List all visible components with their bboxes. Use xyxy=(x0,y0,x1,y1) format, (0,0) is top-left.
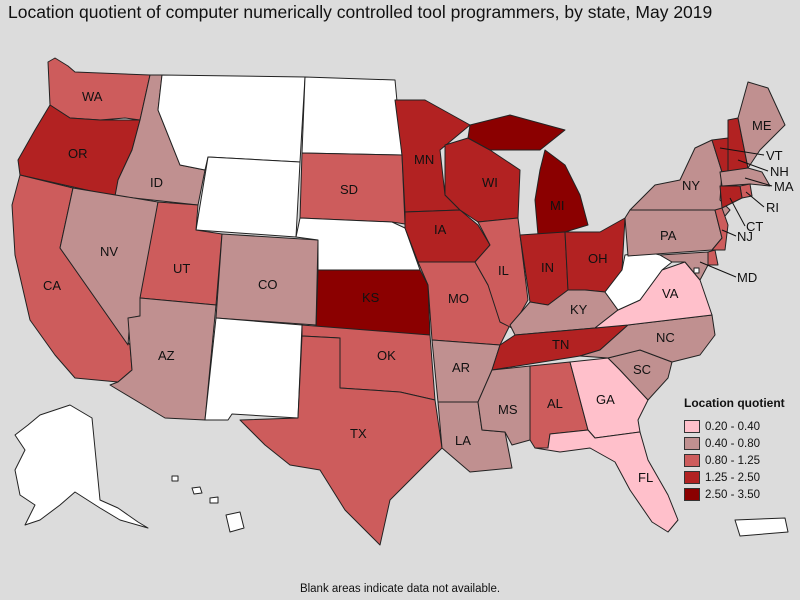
state-label-ar: AR xyxy=(452,360,470,375)
state-sd[interactable] xyxy=(299,152,406,225)
leader-line-vt xyxy=(719,147,765,156)
state-label-tx: TX xyxy=(350,426,367,441)
legend-item-0: 0.20 - 0.40 xyxy=(684,418,796,435)
state-label-sc: SC xyxy=(633,362,651,377)
legend-label: 0.20 - 0.40 xyxy=(705,420,760,433)
state-label-ms: MS xyxy=(498,402,518,417)
state-label-va: VA xyxy=(662,286,679,301)
state-label-nh: NH xyxy=(770,164,789,179)
state-label-il: IL xyxy=(498,263,509,278)
state-label-wa: WA xyxy=(82,89,103,104)
state-label-id: ID xyxy=(150,175,163,190)
state-label-ct: CT xyxy=(746,219,763,234)
state-dc[interactable] xyxy=(693,267,700,274)
legend-item-4: 2.50 - 3.50 xyxy=(684,486,796,503)
state-nd[interactable] xyxy=(301,76,403,156)
map-title: Location quotient of computer numericall… xyxy=(8,2,713,22)
leader-line-nj xyxy=(721,229,737,237)
state-label-ny: NY xyxy=(682,178,700,193)
legend-item-2: 0.80 - 1.25 xyxy=(684,452,796,469)
state-pr[interactable] xyxy=(734,517,789,537)
leader-line-nh xyxy=(737,159,769,172)
footnote: Blank areas indicate data not available. xyxy=(299,583,501,595)
state-label-fl: FL xyxy=(638,470,653,485)
state-label-ia: IA xyxy=(434,222,447,237)
state-label-pa: PA xyxy=(660,228,677,243)
state-de[interactable] xyxy=(707,249,719,266)
state-label-or: OR xyxy=(68,146,88,161)
state-label-mn: MN xyxy=(414,152,434,167)
state-label-ga: GA xyxy=(596,392,615,407)
legend-swatch xyxy=(684,437,700,450)
state-mt[interactable] xyxy=(157,74,306,171)
leader-line-ct xyxy=(729,197,746,227)
leader-line-ri xyxy=(745,191,765,208)
state-label-tn: TN xyxy=(552,337,569,352)
state-label-ky: KY xyxy=(570,302,588,317)
legend-label: 1.25 - 2.50 xyxy=(705,471,760,484)
state-label-mi: MI xyxy=(550,198,564,213)
state-ct[interactable] xyxy=(719,185,743,209)
state-label-ca: CA xyxy=(43,278,61,293)
state-label-ut: UT xyxy=(173,261,190,276)
leader-line-ma xyxy=(744,177,773,187)
state-label-in: IN xyxy=(541,260,554,275)
legend-swatch xyxy=(684,454,700,467)
map-legend: Location quotient 0.20 - 0.40 0.40 - 0.8… xyxy=(684,396,796,503)
state-label-vt: VT xyxy=(766,148,783,163)
state-ak[interactable] xyxy=(14,404,149,529)
state-label-sd: SD xyxy=(340,182,358,197)
state-label-ok: OK xyxy=(377,348,396,363)
legend-swatch xyxy=(684,420,700,433)
state-label-nc: NC xyxy=(656,330,675,345)
state-label-mo: MO xyxy=(448,291,469,306)
legend-label: 0.80 - 1.25 xyxy=(705,454,760,467)
state-hi[interactable] xyxy=(171,475,245,533)
leader-line-md xyxy=(699,261,737,278)
state-nm[interactable] xyxy=(204,317,303,421)
legend-item-1: 0.40 - 0.80 xyxy=(684,435,796,452)
state-label-me: ME xyxy=(752,118,772,133)
state-label-wi: WI xyxy=(482,175,498,190)
state-ks[interactable] xyxy=(315,269,431,336)
legend-item-3: 1.25 - 2.50 xyxy=(684,469,796,486)
state-label-az: AZ xyxy=(158,348,175,363)
legend-swatch xyxy=(684,488,700,501)
legend-swatch xyxy=(684,471,700,484)
state-label-al: AL xyxy=(547,396,563,411)
state-label-ks: KS xyxy=(362,290,380,305)
state-label-ri: RI xyxy=(766,200,779,215)
state-fl[interactable] xyxy=(534,429,679,533)
state-label-md: MD xyxy=(737,270,757,285)
state-label-co: CO xyxy=(258,277,278,292)
legend-title: Location quotient xyxy=(684,396,785,410)
state-label-la: LA xyxy=(455,433,471,448)
state-nj[interactable] xyxy=(711,207,729,251)
state-label-nj: NJ xyxy=(737,229,753,244)
legend-label: 0.40 - 0.80 xyxy=(705,437,760,450)
state-tx[interactable] xyxy=(239,335,443,546)
state-label-oh: OH xyxy=(588,251,608,266)
state-label-nv: NV xyxy=(100,244,118,259)
state-wy[interactable] xyxy=(195,156,301,238)
state-label-ma: MA xyxy=(774,179,794,194)
legend-label: 2.50 - 3.50 xyxy=(705,488,760,501)
